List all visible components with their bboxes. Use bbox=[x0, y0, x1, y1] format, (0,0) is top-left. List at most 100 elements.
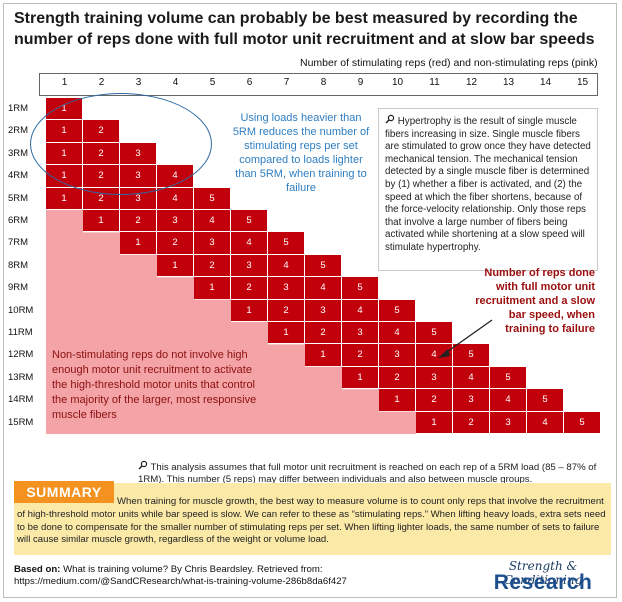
red-note-arrow bbox=[438, 319, 493, 358]
stimulating-rep-cell: 1 bbox=[157, 254, 193, 277]
logo-title: Research bbox=[493, 571, 593, 594]
stimulating-rep-cell: 5 bbox=[342, 277, 378, 299]
column-header: 1 bbox=[61, 77, 68, 88]
page-title: Strength training volume can probably be… bbox=[14, 10, 595, 48]
column-axis-caption: Number of stimulating reps (red) and non… bbox=[300, 57, 598, 69]
row-header: 10RM bbox=[8, 304, 34, 316]
stimulating-rep-cell: 5 bbox=[194, 187, 230, 209]
row-header: 15RM bbox=[8, 416, 34, 428]
row-header: 5RM bbox=[8, 192, 29, 204]
magnifier-icon bbox=[385, 114, 395, 129]
infographic-frame bbox=[3, 3, 617, 598]
stimulating-rep-cell: 2 bbox=[379, 366, 415, 389]
column-header: 8 bbox=[320, 77, 327, 88]
column-header: 14 bbox=[539, 77, 552, 88]
stimulating-rep-cell: 4 bbox=[379, 322, 415, 344]
stimulating-rep-cell: 3 bbox=[453, 389, 489, 411]
stimulating-rep-cell: 3 bbox=[231, 254, 267, 277]
row-header: 9RM bbox=[8, 282, 29, 294]
stimulating-rep-cell: 5 bbox=[564, 411, 600, 433]
row-header: 6RM bbox=[8, 215, 29, 226]
stimulating-rep-cell: 5 bbox=[268, 232, 304, 254]
non-stimulating-reps-note: Non-stimulating reps do not involve high… bbox=[52, 349, 257, 421]
stimulating-rep-cell: 3 bbox=[490, 411, 526, 433]
stimulating-rep-cell: 1 bbox=[120, 232, 156, 254]
stimulating-rep-cell: 2 bbox=[194, 254, 230, 277]
summary-text: When training for muscle growth, the bes… bbox=[17, 496, 606, 546]
stimulating-rep-cell: 3 bbox=[305, 299, 341, 321]
logo-subtitle: Strength & Conditioning bbox=[503, 559, 583, 587]
stimulating-rep-cell: 2 bbox=[231, 277, 267, 299]
header-line bbox=[39, 73, 598, 74]
column-header: 13 bbox=[502, 77, 515, 88]
column-header: 11 bbox=[429, 77, 440, 88]
row-header: 4RM bbox=[8, 170, 29, 182]
stimulating-rep-cell: 5 bbox=[305, 254, 341, 277]
stimulating-rep-cell: 3 bbox=[416, 366, 452, 389]
row-header: 2RM bbox=[8, 125, 29, 137]
row-header: 14RM bbox=[8, 394, 34, 406]
stimulating-rep-cell: 4 bbox=[416, 344, 452, 366]
stimulating-rep-cell: 2 bbox=[453, 411, 489, 433]
stimulating-rep-cell: 4 bbox=[490, 389, 526, 411]
stimulating-rep-cell: 3 bbox=[268, 277, 304, 299]
column-header: 6 bbox=[246, 77, 253, 88]
source-prefix: Based on: bbox=[14, 564, 61, 575]
source-citation: Based on: What is training volume? By Ch… bbox=[14, 564, 444, 589]
stimulating-rep-cell: 1 bbox=[305, 344, 341, 366]
stimulating-reps-note: Number of reps done with full motor unit… bbox=[475, 267, 595, 335]
stimulating-rep-cell: 4 bbox=[453, 366, 489, 389]
stimulating-rep-cell: 2 bbox=[342, 344, 378, 366]
column-header: 4 bbox=[172, 77, 179, 88]
row-header: 7RM bbox=[8, 237, 29, 249]
row-header: 1RM bbox=[8, 103, 29, 114]
stimulating-rep-cell: 2 bbox=[268, 299, 304, 321]
stimulating-rep-cell: 5 bbox=[416, 322, 452, 344]
stimulating-rep-cell: 4 bbox=[231, 232, 267, 254]
stimulating-rep-cell: 1 bbox=[379, 389, 415, 411]
row-header: 8RM bbox=[8, 259, 29, 271]
stimulating-rep-cell: 5 bbox=[453, 344, 489, 366]
column-header: 10 bbox=[391, 77, 404, 88]
magnifier-icon bbox=[138, 460, 148, 474]
stimulating-rep-cell: 2 bbox=[157, 232, 193, 254]
heavy-loads-highlight-ellipse bbox=[30, 93, 212, 195]
row-header: 3RM bbox=[8, 147, 29, 159]
stimulating-rep-cell: 4 bbox=[342, 299, 378, 321]
hypertrophy-note-box: Hypertrophy is the result of single musc… bbox=[378, 108, 598, 271]
column-header: 9 bbox=[357, 77, 364, 88]
column-header: 7 bbox=[283, 77, 290, 88]
stimulating-rep-cell: 4 bbox=[305, 277, 341, 299]
row-header: 12RM bbox=[8, 349, 34, 361]
column-header: 5 bbox=[209, 77, 216, 88]
stimulating-rep-cell: 3 bbox=[379, 344, 415, 366]
stimulating-rep-cell: 2 bbox=[305, 322, 341, 344]
stimulating-rep-cell: 4 bbox=[157, 187, 193, 209]
stimulating-rep-cell: 1 bbox=[416, 411, 452, 433]
column-header: 3 bbox=[135, 77, 142, 88]
column-header: 15 bbox=[576, 77, 589, 88]
stimulating-rep-cell: 2 bbox=[120, 210, 156, 232]
row-header: 11RM bbox=[8, 327, 33, 338]
stimulating-rep-cell: 3 bbox=[342, 322, 378, 344]
row-header: 13RM bbox=[8, 371, 34, 383]
source-url[interactable]: https://medium.com/@SandCResearch/what-i… bbox=[14, 576, 347, 588]
pink-region-shape bbox=[46, 210, 416, 434]
header-line bbox=[597, 73, 598, 95]
summary-label: SUMMARY bbox=[14, 481, 114, 503]
stimulating-rep-cell: 5 bbox=[231, 210, 267, 232]
stimulating-rep-cell: 4 bbox=[268, 254, 304, 277]
assumption-note: This analysis assumes that full motor un… bbox=[138, 460, 608, 487]
stimulating-rep-cell: 3 bbox=[194, 232, 230, 254]
stimulating-rep-cell: 4 bbox=[527, 411, 563, 433]
stimulating-rep-cell: 1 bbox=[194, 277, 230, 299]
column-header: 2 bbox=[98, 77, 105, 88]
stimulating-rep-cell: 1 bbox=[268, 322, 304, 344]
stimulating-rep-cell: 2 bbox=[416, 389, 452, 411]
stimulating-rep-cell: 3 bbox=[157, 210, 193, 232]
header-line bbox=[39, 95, 598, 96]
stimulating-rep-cell: 1 bbox=[342, 366, 378, 389]
hypertrophy-note-text: Hypertrophy is the result of single musc… bbox=[385, 116, 591, 253]
stimulating-rep-cell: 1 bbox=[46, 187, 82, 209]
